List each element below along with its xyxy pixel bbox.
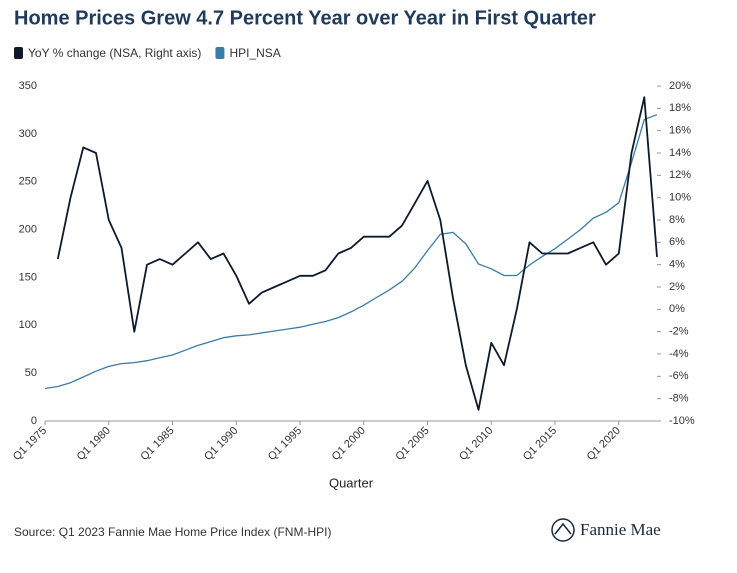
x-tick-label: Q1 1975 <box>11 425 49 463</box>
legend-label: HPI_NSA <box>229 46 280 60</box>
x-tick-label: Q1 2010 <box>457 425 495 463</box>
y-tick-label: 350 <box>19 80 37 92</box>
y2-tick-label: 8% <box>669 214 685 226</box>
x-tick-label: Q1 1990 <box>202 425 240 463</box>
logo-icon <box>551 518 575 542</box>
y-tick-label: 300 <box>19 128 37 140</box>
y2-tick-label: 6% <box>669 236 685 248</box>
series-line <box>56 96 658 411</box>
y-tick-label: 200 <box>19 223 37 235</box>
brand: Fannie Mae <box>580 520 661 539</box>
logo-icon-roof <box>554 522 572 535</box>
y2-tick-label: -6% <box>669 370 689 382</box>
x-tick-label: Q1 2000 <box>330 425 368 463</box>
y2-tick-label: 20% <box>669 80 691 92</box>
y2-tick-label: 14% <box>669 147 691 159</box>
chart-title: Home Prices Grew 4.7 Percent Year over Y… <box>14 7 596 29</box>
y2-tick-label: -8% <box>669 393 689 405</box>
y2-tick-label: 12% <box>669 169 691 181</box>
x-tick-label: Q1 1985 <box>138 425 176 463</box>
y-tick-label: 0 <box>31 415 37 427</box>
y2-tick-label: -2% <box>669 326 689 338</box>
y2-tick-label: 4% <box>669 259 685 271</box>
x-tick-label: Q1 1980 <box>75 425 113 463</box>
source: Source: Q1 2023 Fannie Mae Home Price In… <box>14 525 331 539</box>
y2-tick-label: -4% <box>669 348 689 360</box>
y-tick-label: 50 <box>25 367 37 379</box>
y2-tick-label: 10% <box>669 192 691 204</box>
y2-tick-label: 16% <box>669 125 691 137</box>
y2-tick-label: 18% <box>669 102 691 114</box>
y-tick-label: 150 <box>19 271 37 283</box>
x-tick-label: Q1 2015 <box>521 425 559 463</box>
legend-label: YoY % change (NSA, Right axis) <box>28 46 201 60</box>
y-tick-label: 100 <box>19 319 37 331</box>
legend-swatch <box>215 47 225 59</box>
y2-tick-label: 2% <box>669 281 685 293</box>
x-tick-label: Q1 2005 <box>393 425 431 463</box>
x-axis-label: Quarter <box>329 475 374 490</box>
series-line <box>44 114 658 390</box>
y-tick-label: 250 <box>19 176 37 188</box>
legend-swatch <box>14 47 23 59</box>
x-tick-label: Q1 1995 <box>266 425 304 463</box>
y2-tick-label: -10% <box>669 415 695 427</box>
x-tick-label: Q1 2020 <box>585 425 623 463</box>
y2-tick-label: 0% <box>669 303 685 315</box>
